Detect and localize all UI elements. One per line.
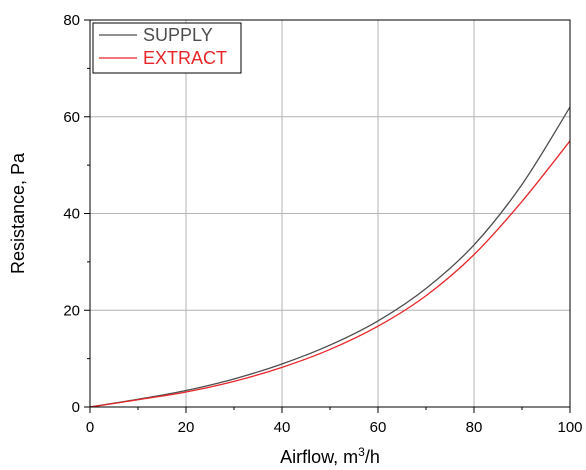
extract-legend-label: EXTRACT xyxy=(143,48,227,68)
supply-legend-label: SUPPLY xyxy=(143,25,213,45)
x-axis-title: Airflow, m3/h xyxy=(280,445,380,467)
x-tick-label: 40 xyxy=(274,419,291,436)
y-tick-label: 40 xyxy=(63,206,80,223)
x-tick-label: 60 xyxy=(370,419,387,436)
series-lines xyxy=(89,106,571,408)
y-axis-title: Resistance, Pa xyxy=(8,152,28,274)
x-tick-label: 0 xyxy=(86,419,94,436)
x-tick-label: 80 xyxy=(466,419,483,436)
x-tick-label: 20 xyxy=(178,419,195,436)
extract-series-line xyxy=(89,140,571,408)
legend-box xyxy=(92,22,242,74)
axis-ticks: 0 20 40 60 80 100 0 20 40 60 80 xyxy=(63,12,582,436)
y-tick-label: 0 xyxy=(72,399,80,416)
y-tick-label: 80 xyxy=(63,12,80,29)
legend: SUPPLY EXTRACT xyxy=(92,22,242,74)
x-tick-label: 100 xyxy=(557,419,582,436)
y-tick-label: 20 xyxy=(63,302,80,319)
grid xyxy=(90,20,570,407)
y-tick-label: 60 xyxy=(63,109,80,126)
supply-series-line xyxy=(89,106,571,408)
